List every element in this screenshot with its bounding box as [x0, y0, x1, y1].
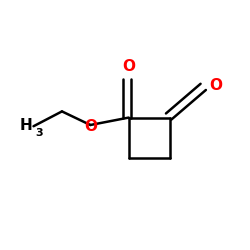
Text: H: H [20, 118, 32, 133]
Text: O: O [84, 119, 97, 134]
Text: 3: 3 [36, 128, 43, 138]
Text: O: O [209, 78, 222, 93]
Text: O: O [122, 59, 135, 74]
